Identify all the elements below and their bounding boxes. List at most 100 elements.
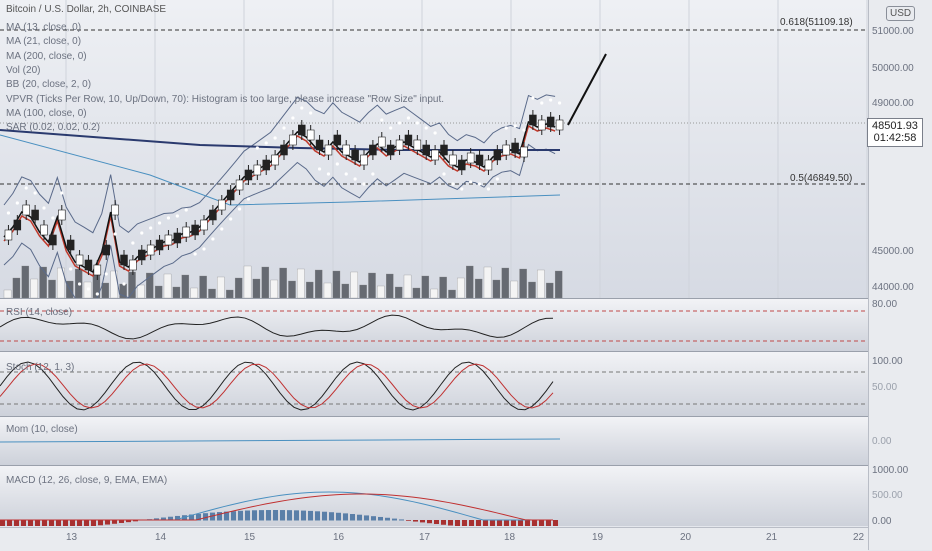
candle-body xyxy=(386,144,395,156)
volume-bar xyxy=(12,277,21,298)
macd-histogram-bar xyxy=(189,514,194,521)
macd-histogram-bar xyxy=(343,513,348,521)
stoch-pane[interactable]: Stoch (12, 1, 3) xyxy=(0,352,868,416)
rsi-line xyxy=(0,314,554,340)
macd-histogram-bar xyxy=(476,520,481,526)
volume-bar xyxy=(528,281,536,298)
candle-body xyxy=(422,144,430,156)
macd-histogram-bar xyxy=(21,520,26,526)
pane-divider[interactable] xyxy=(0,416,932,417)
candle-body xyxy=(4,229,13,241)
price-axis[interactable] xyxy=(868,0,932,550)
volume-bar xyxy=(190,287,198,298)
time-tick: 16 xyxy=(333,532,345,543)
sar-dot xyxy=(486,187,491,191)
indicator-legend-item[interactable]: MA (200, close, 0) xyxy=(6,50,87,62)
macd-histogram-bar xyxy=(238,510,243,521)
macd-histogram-bar xyxy=(350,514,355,521)
stoch-scale-top: 100.00 xyxy=(872,356,903,367)
indicator-legend-item[interactable]: VPVR (Ticks Per Row, 10, Up/Down, 70): H… xyxy=(6,93,445,105)
candle-body xyxy=(484,159,493,171)
volume-bar xyxy=(323,282,332,298)
candle-body xyxy=(546,116,555,128)
macd-histogram-bar xyxy=(315,511,320,521)
macd-histogram-bar xyxy=(294,510,299,521)
volume-bar xyxy=(403,274,412,298)
time-axis[interactable] xyxy=(0,527,868,551)
macd-histogram-bar xyxy=(385,517,390,521)
pane-divider[interactable] xyxy=(0,351,932,352)
macd-histogram-bar xyxy=(98,520,103,526)
candle-body xyxy=(31,209,39,221)
volume-bar xyxy=(492,279,501,298)
price-tick: 49000.00 xyxy=(872,98,914,109)
volume-bar xyxy=(261,266,270,298)
sar-dot xyxy=(184,208,188,212)
volume-bar xyxy=(466,265,474,298)
volume-bar xyxy=(146,272,154,298)
macd-histogram-bar xyxy=(497,520,502,526)
indicator-legend-item[interactable]: MA (21, close, 0) xyxy=(6,36,82,48)
macd-histogram-bar xyxy=(7,520,12,526)
sar-dot xyxy=(406,116,411,120)
macd-histogram-bar xyxy=(420,520,425,523)
sar-dot xyxy=(291,116,295,120)
price-tick: 45000.00 xyxy=(872,246,914,257)
pane-divider[interactable] xyxy=(0,298,932,299)
volume-bar xyxy=(243,265,252,298)
macd-scale-mid: 500.00 xyxy=(872,490,903,501)
sar-dot xyxy=(326,172,331,176)
volume-bar xyxy=(3,289,12,298)
candle-body xyxy=(502,144,510,156)
fib-05-label: 0.5(46849.50) xyxy=(790,173,853,184)
candle-body xyxy=(244,169,253,181)
time-tick: 21 xyxy=(766,532,778,543)
indicator-legend-item[interactable]: MA (13, close, 0) xyxy=(6,22,82,33)
pane-divider[interactable] xyxy=(0,465,932,466)
indicator-legend-item[interactable]: BB (20, close, 2, 0) xyxy=(6,79,92,91)
candle-body xyxy=(333,134,342,146)
mom-pane[interactable]: Mom (10, close) xyxy=(0,417,868,465)
indicator-legend-item[interactable]: Vol (20) xyxy=(6,64,41,76)
macd-histogram-bar xyxy=(28,520,33,526)
sar-dot xyxy=(477,182,482,186)
sar-dot xyxy=(202,247,206,251)
symbol-title[interactable]: Bitcoin / U.S. Dollar, 2h, COINBASE xyxy=(6,4,167,15)
macd-histogram-bar xyxy=(287,510,292,521)
macd-scale-top: 1000.00 xyxy=(872,465,909,476)
time-tick: 13 xyxy=(66,532,78,543)
sar-dot xyxy=(362,182,366,186)
sar-dot xyxy=(131,241,135,245)
candle-body xyxy=(226,189,235,201)
sar-dot xyxy=(86,287,91,291)
macd-pane[interactable]: MACD (12, 26, close, 9, EMA, EMA) xyxy=(0,466,868,526)
volume-bar xyxy=(519,268,527,298)
currency-button[interactable]: USD xyxy=(886,6,916,21)
volume-bar xyxy=(377,285,385,298)
sar-dot xyxy=(540,101,544,105)
candle-body xyxy=(209,209,217,221)
volume-bar xyxy=(288,280,296,298)
macd-histogram-bar xyxy=(56,520,61,526)
candle-body xyxy=(298,124,306,136)
macd-histogram-bar xyxy=(182,515,187,521)
macd-histogram-bar xyxy=(133,520,138,522)
main-chart-pane[interactable] xyxy=(0,0,868,298)
rsi-pane[interactable]: RSI (14, close) xyxy=(0,299,868,351)
indicator-legend-item[interactable]: MA (100, close, 0) xyxy=(6,107,87,119)
price-chart[interactable] xyxy=(0,0,868,298)
candle-body xyxy=(280,144,288,156)
macd-histogram-bar xyxy=(245,510,250,521)
macd-histogram-bar xyxy=(511,520,516,526)
macd-histogram-bar xyxy=(483,520,488,526)
candle-body xyxy=(191,224,199,236)
macd-histogram-bar xyxy=(406,520,411,521)
macd-histogram-bar xyxy=(539,520,544,526)
volume-bar xyxy=(421,275,430,298)
sar-dot xyxy=(6,211,11,215)
indicator-legend-item[interactable]: SAR (0.02, 0.02, 0.2) xyxy=(6,122,100,134)
volume-bar xyxy=(128,271,136,298)
macd-histogram-bar xyxy=(77,520,82,526)
volume-bar xyxy=(359,284,367,298)
candle-body xyxy=(75,254,84,266)
